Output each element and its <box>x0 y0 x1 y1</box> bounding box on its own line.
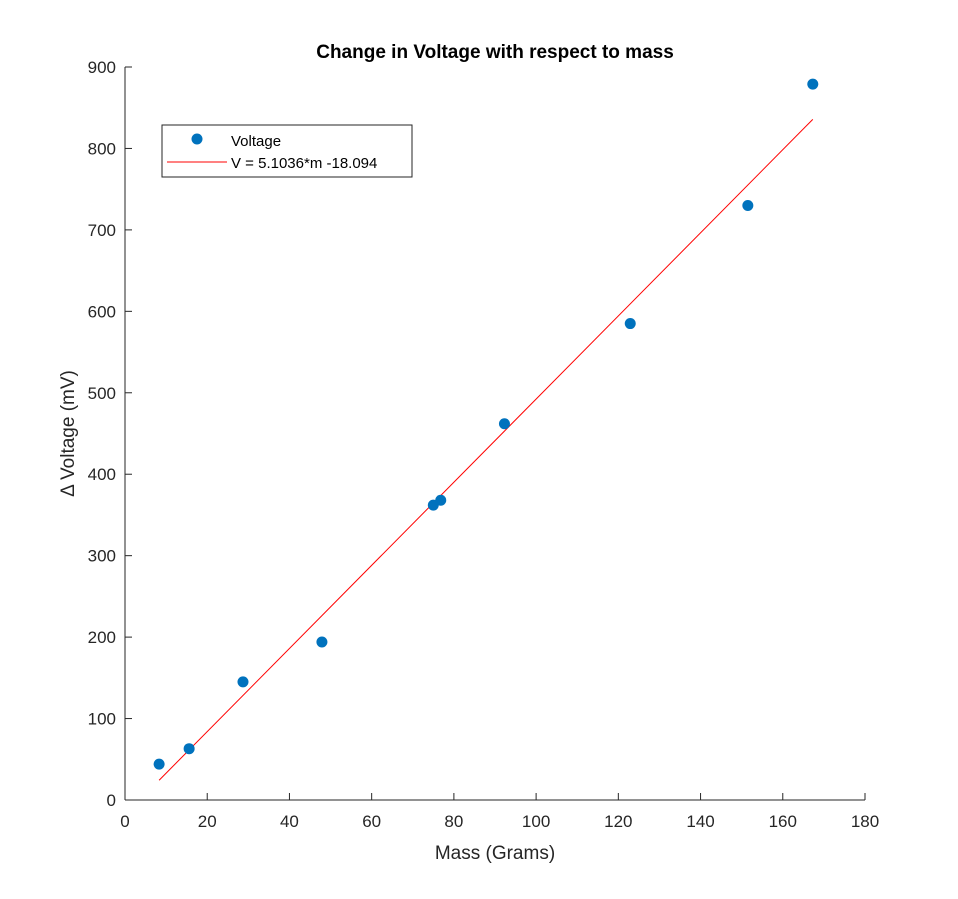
y-tick-label: 100 <box>88 710 116 729</box>
x-tick-label: 180 <box>851 812 879 831</box>
y-tick-label: 900 <box>88 58 116 77</box>
data-point-1 <box>183 743 195 755</box>
x-tick-label: 120 <box>604 812 632 831</box>
axes: 0 20 40 60 80 100 120 140 160 180 0 100 200 300 400 500… <box>88 58 880 831</box>
legend-label-voltage: Voltage <box>231 133 281 150</box>
y-tick-label: 800 <box>88 139 116 158</box>
y-tick-label: 200 <box>88 628 116 647</box>
legend: Voltage V = 5.1036*m -18.094 <box>161 124 413 178</box>
data-point-7 <box>624 318 636 330</box>
x-tick-label: 100 <box>522 812 550 831</box>
plot-area <box>153 78 819 781</box>
legend-marker-voltage <box>191 133 203 145</box>
y-axis-label: Δ Voltage (mV) <box>58 370 79 497</box>
x-tick-label: 160 <box>769 812 797 831</box>
y-tick-label: 300 <box>88 547 116 566</box>
x-tick-label: 140 <box>686 812 714 831</box>
y-tick-label: 400 <box>88 465 116 484</box>
data-point-9 <box>807 78 819 90</box>
x-tick-label: 60 <box>362 812 381 831</box>
data-point-3 <box>316 636 328 648</box>
chart-title: Change in Voltage with respect to mass <box>316 42 674 63</box>
data-point-8 <box>742 199 754 211</box>
data-point-2 <box>237 676 249 688</box>
y-tick-label: 500 <box>88 384 116 403</box>
data-point-6 <box>498 418 510 430</box>
x-tick-label: 40 <box>280 812 299 831</box>
y-tick-label: 700 <box>88 221 116 240</box>
x-tick-label: 80 <box>444 812 463 831</box>
x-axis-label: Mass (Grams) <box>435 843 555 864</box>
y-tick-label: 0 <box>107 791 116 810</box>
legend-label-fit: V = 5.1036*m -18.094 <box>231 155 377 172</box>
data-point-5 <box>435 494 447 506</box>
x-tick-label: 0 <box>120 812 129 831</box>
x-tick-label: 20 <box>198 812 217 831</box>
legend-box <box>161 124 413 178</box>
fit-line <box>158 118 814 781</box>
y-tick-label: 600 <box>88 302 116 321</box>
data-point-0 <box>153 758 165 770</box>
